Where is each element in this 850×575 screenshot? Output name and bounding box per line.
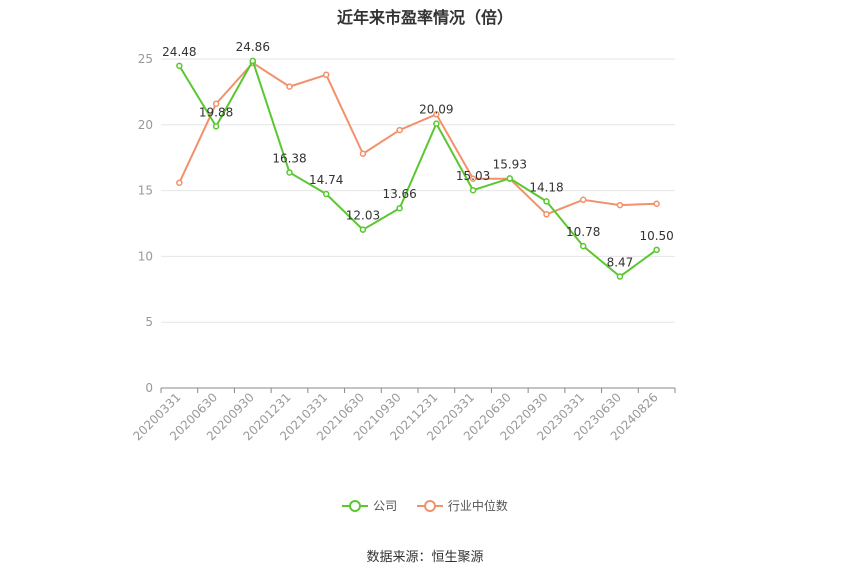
company-point — [579, 242, 587, 250]
industry-point — [212, 100, 220, 107]
industry-point — [359, 150, 367, 158]
company-point — [176, 62, 183, 70]
industry-point — [579, 196, 587, 204]
industry-series-line — [178, 61, 657, 216]
company-point — [506, 175, 514, 182]
series — [176, 57, 660, 280]
company-point — [212, 123, 220, 130]
data-label: 12.03 — [346, 209, 380, 223]
legend-company-label: 公司 — [373, 499, 398, 513]
company-point — [616, 273, 624, 280]
industry-point — [653, 200, 660, 208]
data-label: 19.88 — [199, 105, 233, 119]
y-tick-label: 10 — [138, 249, 153, 263]
legend: 公司 行业中位数 — [0, 497, 850, 516]
data-label: 14.74 — [309, 173, 343, 187]
data-label: 20.09 — [419, 103, 453, 117]
data-label: 10.78 — [566, 225, 600, 239]
data-source: 数据来源：恒生聚源 — [366, 550, 484, 565]
company-point — [433, 120, 440, 127]
industry-point — [396, 126, 403, 134]
data-label: 24.86 — [236, 40, 270, 54]
company-point — [249, 57, 257, 65]
industry-point — [433, 111, 440, 118]
company-point — [653, 246, 660, 254]
industry-point — [322, 71, 330, 79]
company-point — [469, 186, 477, 194]
y-tick-label: 15 — [138, 184, 153, 198]
company-series-line — [178, 59, 658, 278]
legend-industry-marker-icon — [416, 499, 443, 513]
industry-point — [176, 179, 183, 186]
y-tick-label: 0 — [145, 381, 153, 395]
industry-point — [543, 211, 550, 218]
legend-company-marker-icon — [342, 499, 369, 513]
y-tick-label: 20 — [138, 118, 153, 132]
data-label: 24.48 — [162, 45, 196, 59]
data-label: 10.50 — [639, 229, 673, 243]
y-tick-label: 25 — [138, 52, 153, 66]
company-point — [396, 204, 403, 212]
chart-title: 近年来市盈率情况（倍） — [336, 8, 513, 27]
company-point — [286, 169, 293, 176]
legend-item-industry[interactable]: 行业中位数 — [416, 497, 508, 514]
gridlines — [161, 58, 675, 323]
legend-item-company[interactable]: 公司 — [342, 497, 397, 514]
company-point — [359, 226, 367, 233]
industry-point — [469, 175, 477, 183]
company-point — [322, 190, 330, 198]
data-label: 15.03 — [456, 169, 490, 183]
data-label: 13.66 — [382, 187, 416, 201]
line-chart: 0510152025202003312020063020200930202012… — [130, 40, 676, 443]
y-tick-label: 5 — [145, 315, 153, 329]
company-point — [543, 198, 550, 205]
data-label: 16.38 — [272, 151, 306, 165]
data-label: 15.93 — [493, 157, 527, 171]
legend-industry-label: 行业中位数 — [447, 499, 508, 513]
industry-point — [616, 201, 624, 209]
industry-point — [286, 83, 293, 90]
data-label: 8.47 — [607, 256, 634, 270]
data-label: 14.18 — [529, 180, 563, 194]
